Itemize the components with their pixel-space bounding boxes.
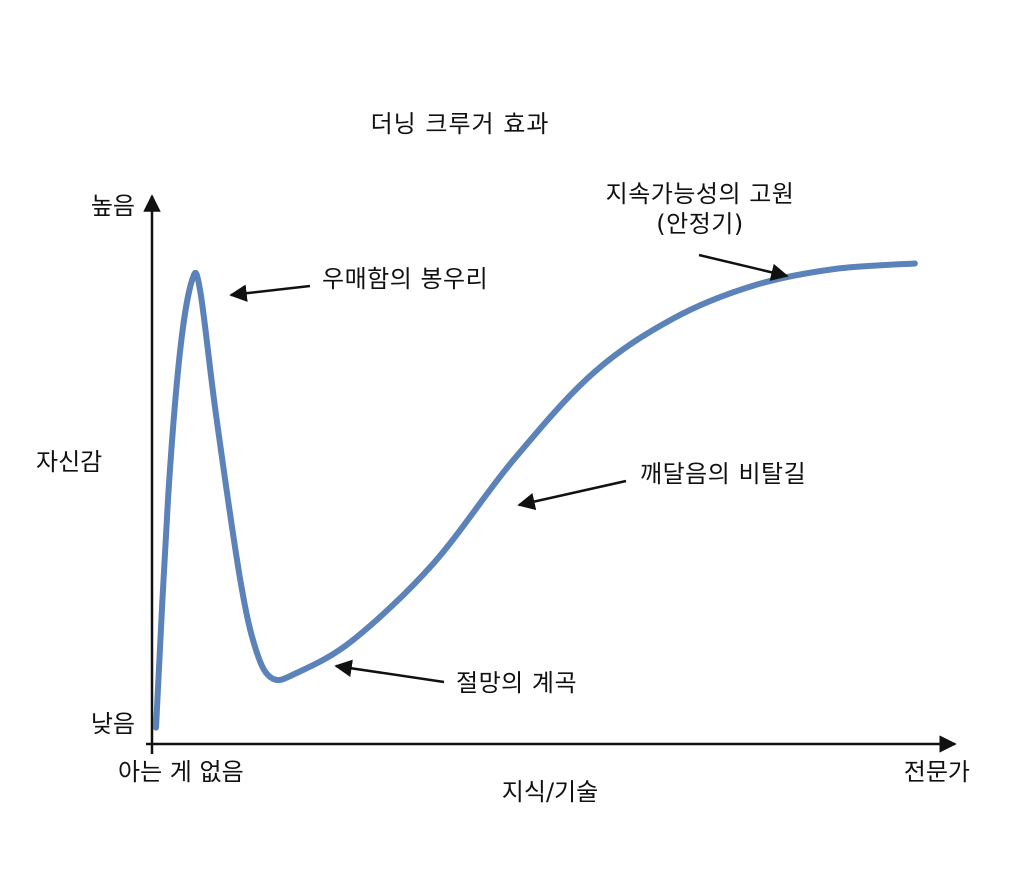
annotation-slope-of-enlightenment-label-line-1: 깨달음의 비탈길 — [640, 460, 806, 488]
y-tick-high: 높음 — [91, 192, 135, 220]
confidence-curve — [153, 260, 918, 731]
x-tick-novice: 아는 게 없음 — [118, 758, 244, 786]
annotation-peak-of-stupidity-arrow — [229, 284, 311, 302]
annotation-peak-of-stupidity: 우매함의 봉우리 — [229, 265, 488, 302]
annotation-slope-of-enlightenment-arrow — [517, 479, 627, 511]
annotation-valley-of-despair-arrow — [334, 659, 445, 684]
annotation-plateau-of-sustainability-label-line-2: (안정기) — [656, 210, 743, 238]
x-axis-label: 지식/기술 — [502, 778, 598, 806]
annotation-plateau-of-sustainability-arrow — [698, 253, 789, 281]
annotation-peak-of-stupidity-label-line-1: 우매함의 봉우리 — [322, 265, 488, 293]
annotation-valley-of-despair-label-line-1: 절망의 계곡 — [456, 669, 577, 697]
y-tick-low: 낮음 — [91, 710, 135, 738]
annotation-slope-of-enlightenment: 깨달음의 비탈길 — [517, 460, 806, 511]
chart-title: 더닝 크루거 효과 — [371, 110, 550, 138]
annotation-valley-of-despair: 절망의 계곡 — [334, 659, 577, 697]
annotation-plateau-of-sustainability-label-line-1: 지속가능성의 고원 — [606, 180, 795, 208]
y-axis-label: 자신감 — [36, 448, 102, 476]
x-tick-expert: 전문가 — [904, 758, 970, 786]
annotation-plateau-of-sustainability: 지속가능성의 고원(안정기) — [606, 180, 795, 281]
